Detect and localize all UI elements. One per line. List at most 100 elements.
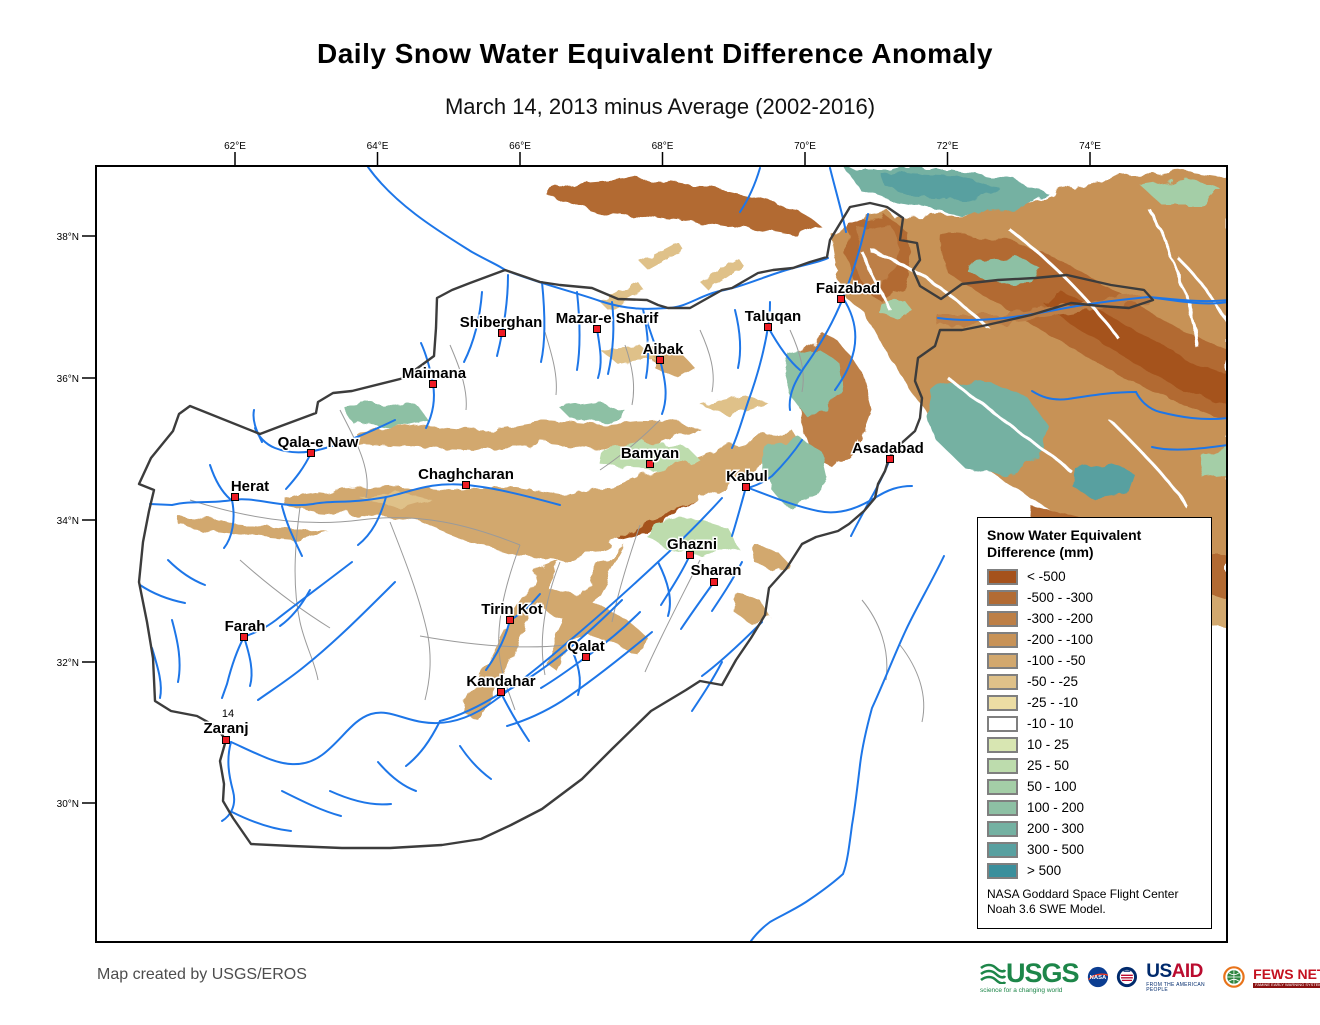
legend-title: Snow Water Equivalent Difference (mm) — [987, 527, 1211, 561]
city-marker-mazar-e-sharif — [593, 325, 601, 333]
city-label-qala-e-naw: Qala-e Naw — [278, 434, 359, 451]
legend-swatch — [987, 862, 1018, 879]
city-label-mazar-e-sharif: Mazar-e Sharif — [556, 310, 660, 327]
city-label-aibak: Aibak — [643, 341, 685, 358]
city-label-bamyan: Bamyan — [621, 445, 679, 462]
city-marker-kabul — [742, 483, 750, 491]
city-label-qalat: Qalat — [567, 638, 605, 655]
legend-swatch — [987, 610, 1018, 627]
lat-label: 38°N — [57, 232, 79, 243]
city-marker-sharan — [710, 578, 718, 586]
usaid-us-text: US — [1146, 960, 1172, 982]
lat-label: 30°N — [57, 799, 79, 810]
city-labels: Faizabad Taluqan Mazar-e Sharif Shibergh… — [202, 279, 925, 739]
city-marker-herat — [231, 493, 239, 501]
legend: Snow Water Equivalent Difference (mm) < … — [977, 517, 1212, 929]
city-marker-shiberghan — [498, 329, 506, 337]
fewsnet-globe-icon — [1223, 966, 1245, 988]
city-label-chaghcharan: Chaghcharan — [418, 466, 514, 483]
terrain-green-light — [598, 442, 735, 555]
legend-item: 300 - 500 — [987, 839, 1211, 860]
nasa-logo-icon: NASA — [1087, 966, 1108, 988]
terrain-green — [878, 178, 1226, 480]
longitude-labels: 62°E 64°E 66°E 68°E 70°E 72°E 74°E — [224, 141, 1101, 152]
legend-swatch — [987, 652, 1018, 669]
legend-item: -300 - -200 — [987, 608, 1211, 629]
legend-swatch — [987, 778, 1018, 795]
usaid-tagline: FROM THE AMERICAN PEOPLE — [1146, 981, 1205, 993]
legend-swatch — [987, 736, 1018, 753]
legend-swatch — [987, 694, 1018, 711]
legend-source-line2: Noah 3.6 SWE Model. — [987, 902, 1106, 916]
lon-label: 68°E — [652, 141, 674, 152]
terrain-teal-light — [345, 255, 1040, 508]
legend-item: 200 - 300 — [987, 818, 1211, 839]
legend-swatch — [987, 757, 1018, 774]
legend-swatch — [987, 715, 1018, 732]
city-markers — [222, 295, 894, 744]
usaid-seal-icon — [1117, 966, 1138, 988]
usgs-tagline: science for a changing world — [980, 986, 1063, 994]
usgs-wave-icon — [980, 963, 1006, 985]
legend-item: -500 - -300 — [987, 587, 1211, 608]
city-marker-maimana — [429, 380, 437, 388]
city-label-faizabad: Faizabad — [816, 280, 880, 297]
legend-item: > 500 — [987, 860, 1211, 881]
city-label-kandahar: Kandahar — [466, 673, 535, 690]
city-marker-taluqan — [764, 323, 772, 331]
city-label-shiberghan: Shiberghan — [460, 314, 543, 331]
city-marker-kandahar — [497, 688, 505, 696]
usaid-aid-text: AID — [1171, 960, 1204, 982]
lon-label: 62°E — [224, 141, 246, 152]
terrain-teal — [880, 172, 1135, 500]
lat-label: 36°N — [57, 374, 79, 385]
city-marker-bamyan — [646, 460, 654, 468]
city-label-asadabad: Asadabad — [852, 440, 924, 457]
city-marker-ghazni — [686, 551, 694, 559]
legend-swatch — [987, 673, 1018, 690]
city-label-zaranj: Zaranj — [203, 720, 248, 737]
city-label-tirin-kot: Tirin Kot — [481, 601, 542, 618]
city-marker-faizabad — [837, 295, 845, 303]
legend-source-line1: NASA Goddard Space Flight Center — [987, 887, 1179, 901]
legend-item: -100 - -50 — [987, 650, 1211, 671]
terrain-tan-light — [360, 242, 768, 509]
legend-item: -25 - -10 — [987, 692, 1211, 713]
city-label-kabul: Kabul — [726, 468, 768, 485]
fewsnet-tagline: FAMINE EARLY WARNING SYSTEMS NETWORK — [1255, 981, 1320, 987]
legend-item: 10 - 25 — [987, 734, 1211, 755]
city-label-taluqan: Taluqan — [745, 308, 801, 325]
city-marker-aibak — [656, 356, 664, 364]
lat-label: 32°N — [57, 658, 79, 669]
lon-label: 74°E — [1079, 141, 1101, 152]
legend-item: 50 - 100 — [987, 776, 1211, 797]
city-marker-farah — [240, 633, 248, 641]
lon-label: 72°E — [937, 141, 959, 152]
city-label-farah: Farah — [225, 618, 266, 635]
city-marker-zaranj — [222, 736, 230, 744]
city-label-ghazni: Ghazni — [667, 536, 717, 553]
legend-title-line2: Difference (mm) — [987, 544, 1094, 560]
legend-swatch — [987, 799, 1018, 816]
valley-streaks — [858, 209, 1226, 511]
usgs-logo: USGS science for a changing world — [980, 959, 1080, 995]
afghanistan-border — [137, 201, 1155, 850]
page-title: Daily Snow Water Equivalent Difference A… — [317, 38, 993, 69]
legend-swatch — [987, 820, 1018, 837]
rivers — [139, 167, 1226, 941]
legend-item: -50 - -25 — [987, 671, 1211, 692]
legend-swatch — [987, 841, 1018, 858]
legend-item: -200 - -100 — [987, 629, 1211, 650]
lon-label: 64°E — [367, 141, 389, 152]
longitude-ticks — [234, 152, 1091, 166]
legend-swatch — [987, 631, 1018, 648]
legend-item: 100 - 200 — [987, 797, 1211, 818]
page-subtitle: March 14, 2013 minus Average (2002-2016) — [444, 94, 876, 119]
usaid-logo: USAID FROM THE AMERICAN PEOPLE — [1146, 962, 1215, 993]
agency-logos: USGS science for a changing world NASA U… — [980, 953, 1320, 1001]
legend-item: < -500 — [987, 566, 1211, 587]
legend-item: 25 - 50 — [987, 755, 1211, 776]
legend-title-line1: Snow Water Equivalent — [987, 527, 1142, 543]
fewsnet-tagline-bar: FAMINE EARLY WARNING SYSTEMS NETWORK — [1253, 981, 1320, 988]
fewsnet-wordmark: FEWS NET — [1253, 965, 1320, 982]
